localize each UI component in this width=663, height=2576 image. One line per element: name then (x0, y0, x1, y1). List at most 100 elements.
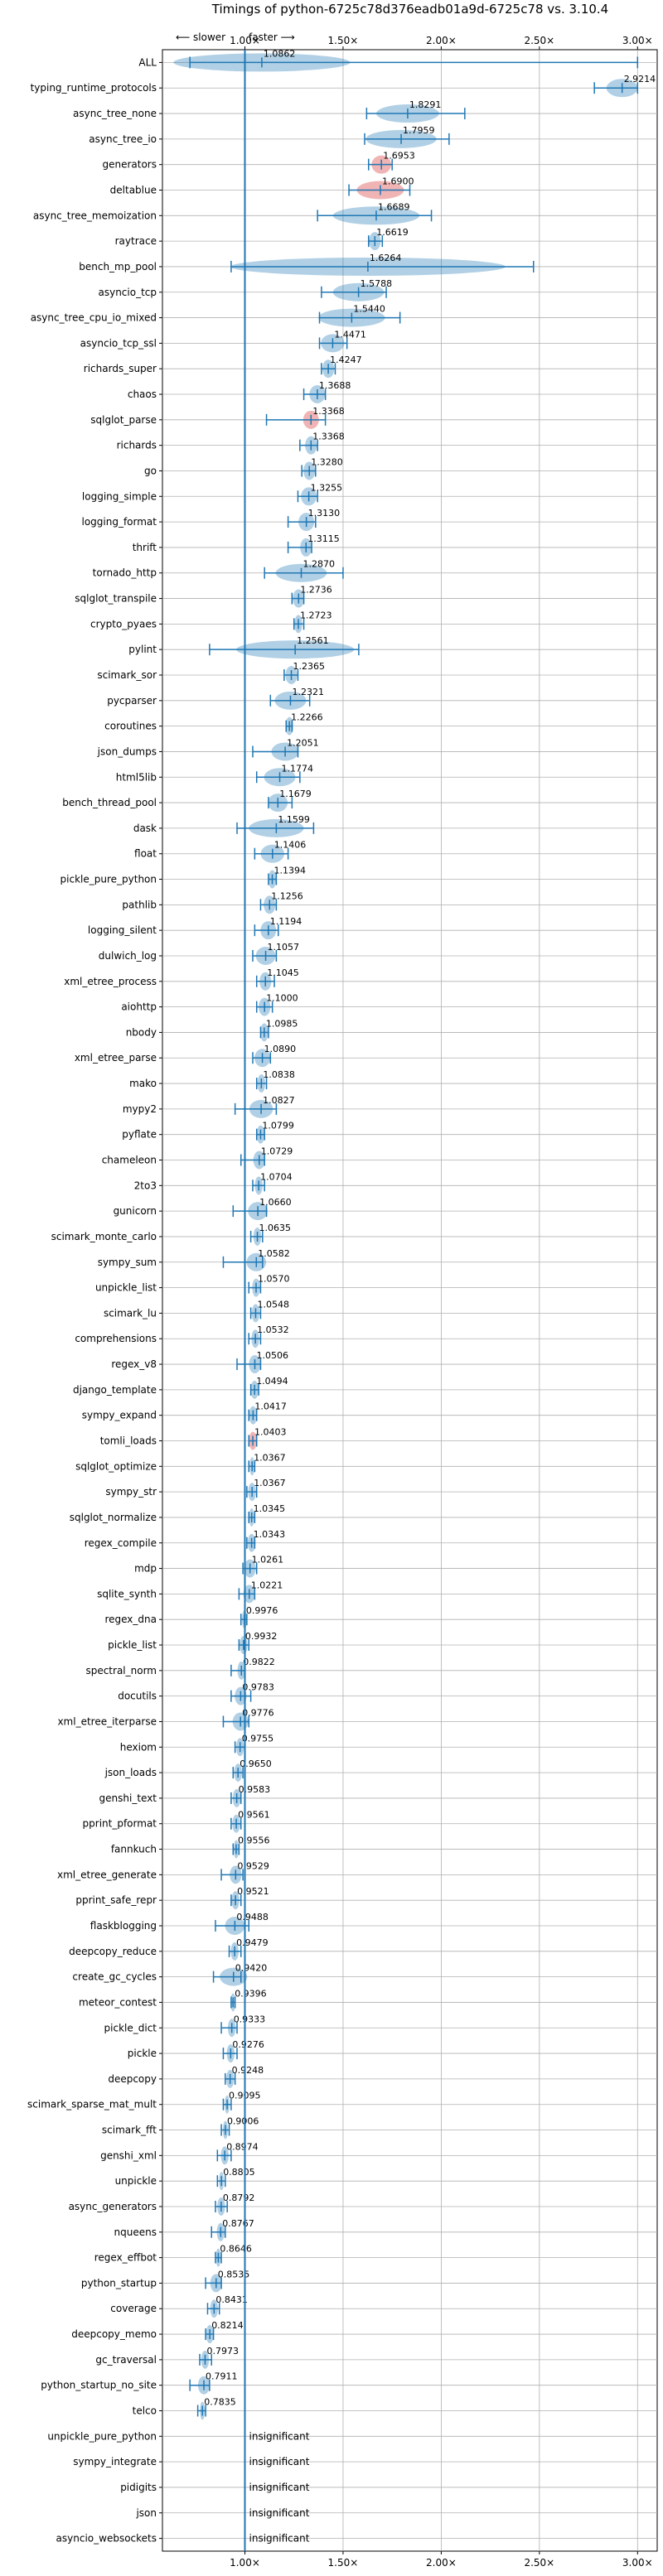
y-tick-label: deepcopy_reduce (69, 1946, 157, 1957)
y-tick-label: sqlglot_parse (90, 414, 157, 426)
x-tick-label-bottom: 1.50× (328, 2557, 359, 2569)
x-tick-label-top: 2.50× (524, 35, 554, 46)
value-label: 1.3280 (311, 456, 343, 467)
plot-border (162, 49, 658, 2552)
y-tick-label: deltablue (110, 184, 157, 195)
value-label: 0.8431 (215, 2294, 248, 2305)
y-tick-label: json (135, 2507, 157, 2519)
value-label: 1.4471 (334, 329, 366, 340)
value-label: 0.9783 (242, 1682, 274, 1693)
insignificant-label: insignificant (249, 2533, 310, 2545)
value-label: 0.9521 (237, 1886, 269, 1897)
value-label: 1.7959 (403, 125, 435, 136)
value-label: 0.9976 (246, 1605, 278, 1616)
value-label: 0.8792 (223, 2192, 255, 2203)
y-tick-label: sqlglot_transpile (75, 593, 157, 605)
y-tick-label: mako (129, 1078, 157, 1089)
insignificant-label: insignificant (249, 2456, 310, 2467)
y-tick-label: async_tree_io (89, 133, 157, 145)
y-tick-label: sympy_str (105, 1486, 157, 1498)
y-tick-label: richards_super (84, 363, 157, 374)
value-label: 0.9479 (236, 1937, 269, 1948)
value-label: 1.0827 (263, 1095, 295, 1106)
y-tick-label: gunicorn (114, 1205, 157, 1217)
value-label: 0.9822 (243, 1657, 275, 1667)
value-label: 0.8767 (222, 2218, 254, 2229)
y-tick-label: json_dumps (97, 745, 157, 757)
y-tick-label: sqlite_synth (97, 1588, 157, 1599)
y-tick-label: django_template (73, 1384, 157, 1396)
value-label: 1.2321 (292, 687, 324, 697)
insignificant-label: insignificant (249, 2482, 310, 2493)
y-tick-label: scimark_sparse_mat_mult (27, 2099, 157, 2110)
y-tick-label: pathlib (122, 899, 157, 910)
value-label: 1.0548 (257, 1299, 289, 1310)
y-tick-label: sympy_sum (98, 1257, 157, 1268)
insignificant-label: insignificant (249, 2507, 310, 2519)
value-label: 1.8291 (409, 99, 442, 110)
y-tick-label: sympy_expand (82, 1410, 157, 1421)
y-tick-label: logging_simple (82, 490, 157, 502)
value-label: 1.0838 (263, 1069, 295, 1080)
y-tick-label: 2to3 (134, 1179, 157, 1191)
value-label: 2.9214 (624, 74, 656, 84)
value-label: 0.8646 (220, 2244, 252, 2255)
value-label: 1.0660 (259, 1197, 292, 1208)
value-label: 1.0506 (256, 1350, 288, 1361)
y-tick-label: xml_etree_parse (75, 1052, 157, 1064)
y-tick-label: bench_mp_pool (79, 261, 157, 273)
value-label: 1.3368 (312, 406, 345, 417)
value-label: 1.0403 (254, 1426, 287, 1437)
value-label: 0.9650 (240, 1758, 272, 1769)
value-label: 1.3688 (319, 380, 351, 391)
y-tick-label: thrift (133, 542, 157, 553)
y-tick-label: deepcopy_memo (71, 2328, 157, 2340)
value-label: 1.1774 (282, 763, 314, 774)
y-tick-label: ALL (138, 56, 157, 68)
y-tick-label: aiohttp (121, 1001, 157, 1013)
value-label: 1.6900 (382, 176, 414, 186)
y-tick-label: async_tree_none (73, 108, 157, 119)
x-tick-label-top: 3.00× (622, 35, 653, 46)
value-label: 1.3255 (311, 482, 343, 493)
value-label: 1.1000 (266, 993, 298, 1004)
plot-area: ALL typing_runtime_protocols async_tree_no… (27, 35, 658, 2569)
value-label: 1.0417 (254, 1401, 287, 1412)
y-tick-label: sqlglot_optimize (75, 1460, 157, 1472)
value-label: 1.2051 (287, 737, 319, 748)
value-label: 1.6619 (376, 227, 409, 238)
value-label: 0.9556 (238, 1836, 270, 1846)
y-tick-label: spectral_norm (85, 1665, 157, 1676)
value-label: 1.3115 (307, 533, 340, 544)
y-tick-label: scimark_fft (102, 2125, 157, 2136)
value-label: 0.7973 (206, 2346, 239, 2357)
y-tick-label: python_startup (81, 2277, 157, 2289)
value-label: 0.9006 (227, 2116, 259, 2127)
y-tick-label: xml_etree_iterparse (57, 1715, 157, 1727)
value-label: 1.2723 (300, 610, 332, 620)
y-tick-label: dask (133, 822, 157, 834)
value-label: 1.0221 (251, 1580, 283, 1590)
y-tick-label: asyncio_websockets (56, 2533, 157, 2545)
y-tick-label: logging_silent (88, 924, 157, 936)
value-label: 0.9396 (235, 1988, 267, 1999)
value-label: 0.8214 (211, 2320, 244, 2331)
value-label: 1.1394 (274, 866, 307, 876)
value-label: 1.0367 (254, 1478, 286, 1488)
y-tick-label: bench_thread_pool (62, 797, 157, 808)
y-tick-label: xml_etree_generate (57, 1869, 157, 1880)
value-label: 1.0890 (264, 1044, 297, 1054)
slower-direction-label: ⟵ slower (176, 31, 225, 43)
value-label: 1.1057 (268, 942, 300, 953)
y-tick-label: json_loads (104, 1767, 157, 1778)
y-tick-label: pickle (128, 2048, 157, 2059)
y-tick-label: html5lib (116, 771, 157, 783)
y-tick-label: typing_runtime_protocols (31, 82, 157, 94)
y-tick-label: pickle_list (108, 1639, 157, 1651)
x-tick-label-bottom: 3.00× (622, 2557, 653, 2569)
y-tick-label: nbody (126, 1026, 157, 1038)
y-tick-label: pidigits (120, 2482, 157, 2493)
y-tick-label: scimark_lu (104, 1307, 157, 1319)
y-tick-label: async_generators (69, 2201, 157, 2212)
